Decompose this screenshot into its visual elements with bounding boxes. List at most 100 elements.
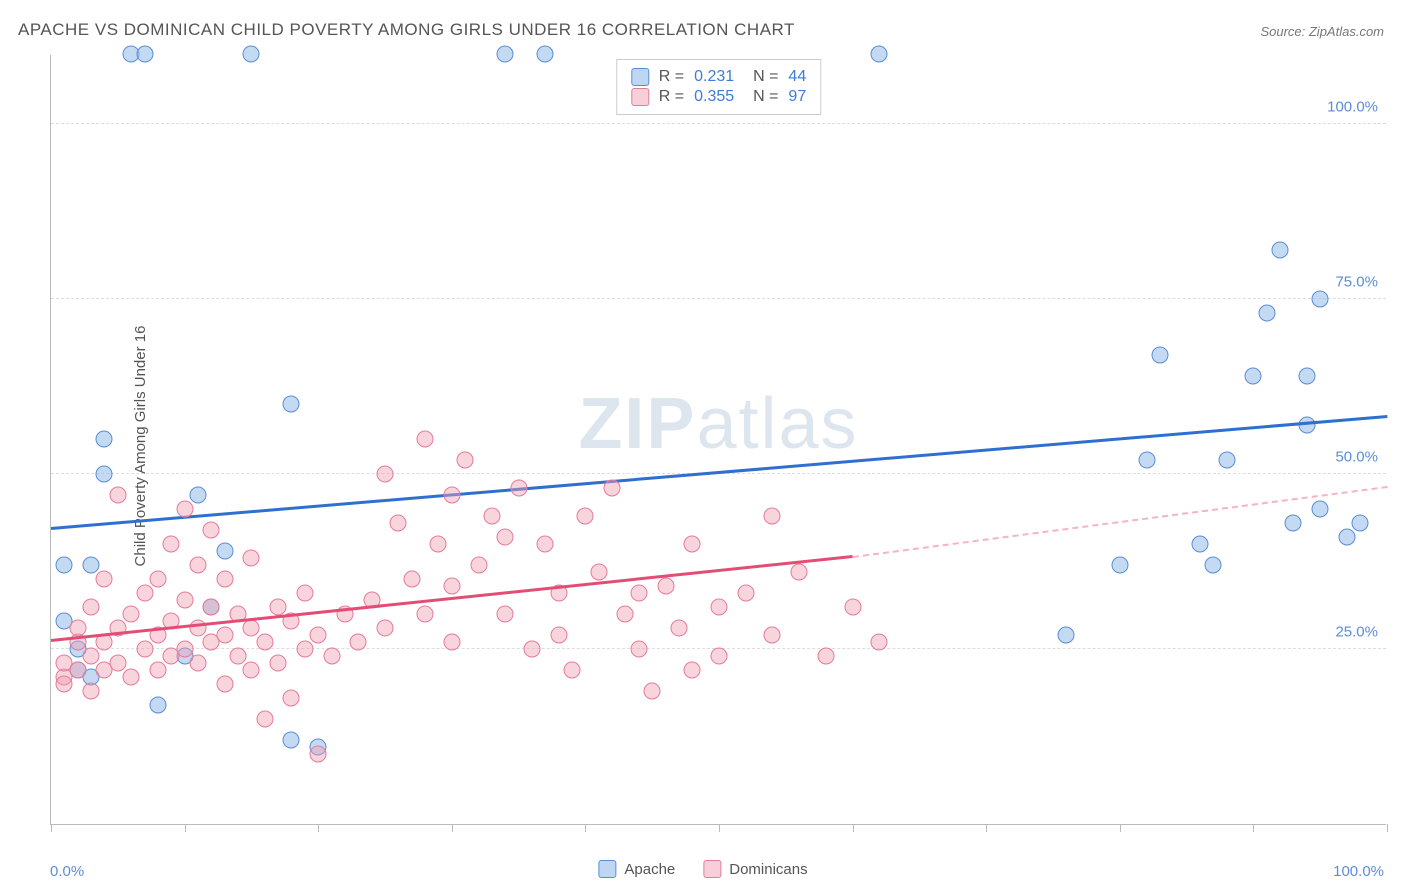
data-point [216, 543, 233, 560]
data-point [83, 557, 100, 574]
data-point [323, 648, 340, 665]
data-point [96, 431, 113, 448]
data-point [1312, 291, 1329, 308]
gridline [51, 298, 1386, 299]
data-point [243, 550, 260, 567]
trend-line [51, 555, 853, 642]
legend-n-value-apache[interactable]: 44 [788, 68, 806, 86]
data-point [711, 599, 728, 616]
x-tick [452, 824, 453, 832]
data-point [189, 487, 206, 504]
series-legend: Apache Dominicans [598, 860, 807, 878]
data-point [270, 599, 287, 616]
data-point [109, 487, 126, 504]
data-point [203, 599, 220, 616]
data-point [243, 46, 260, 63]
data-point [149, 662, 166, 679]
trend-line-extrapolated [852, 486, 1387, 558]
data-point [243, 620, 260, 637]
data-point [871, 634, 888, 651]
data-point [1272, 242, 1289, 259]
correlation-legend: R = 0.231 N = 44 R = 0.355 N = 97 [616, 59, 821, 115]
data-point [443, 634, 460, 651]
legend-label-apache: Apache [624, 861, 675, 878]
data-point [590, 564, 607, 581]
legend-item-apache: Apache [598, 860, 675, 878]
watermark-bold: ZIP [578, 384, 696, 464]
swatch-blue-icon [631, 68, 649, 86]
chart-title: APACHE VS DOMINICAN CHILD POVERTY AMONG … [18, 20, 795, 40]
data-point [1151, 347, 1168, 364]
x-tick [185, 824, 186, 832]
data-point [711, 648, 728, 665]
data-point [216, 571, 233, 588]
legend-row-dominicans: R = 0.355 N = 97 [631, 88, 806, 106]
data-point [1191, 536, 1208, 553]
data-point [109, 655, 126, 672]
data-point [1058, 627, 1075, 644]
y-tick-label: 25.0% [1335, 624, 1378, 641]
data-point [443, 578, 460, 595]
data-point [123, 669, 140, 686]
x-tick [853, 824, 854, 832]
legend-item-dominicans: Dominicans [703, 860, 807, 878]
data-point [403, 571, 420, 588]
data-point [203, 522, 220, 539]
data-point [123, 606, 140, 623]
data-point [163, 536, 180, 553]
data-point [1285, 515, 1302, 532]
data-point [844, 599, 861, 616]
data-point [283, 732, 300, 749]
data-point [176, 501, 193, 518]
x-tick [1387, 824, 1388, 832]
watermark: ZIPatlas [578, 383, 858, 465]
legend-r-label: R = [659, 88, 684, 106]
data-point [1111, 557, 1128, 574]
data-point [256, 711, 273, 728]
y-tick-label: 100.0% [1327, 99, 1378, 116]
data-point [216, 627, 233, 644]
watermark-light: atlas [696, 384, 858, 464]
data-point [817, 648, 834, 665]
y-tick-label: 50.0% [1335, 449, 1378, 466]
data-point [417, 431, 434, 448]
data-point [176, 592, 193, 609]
data-point [56, 676, 73, 693]
data-point [737, 585, 754, 602]
legend-r-value-apache[interactable]: 0.231 [694, 68, 734, 86]
data-point [670, 620, 687, 637]
data-point [310, 746, 327, 763]
data-point [83, 648, 100, 665]
data-point [149, 697, 166, 714]
data-point [497, 46, 514, 63]
swatch-blue-icon [598, 860, 616, 878]
data-point [523, 641, 540, 658]
x-tick [986, 824, 987, 832]
gridline [51, 123, 1386, 124]
data-point [69, 662, 86, 679]
data-point [564, 662, 581, 679]
data-point [1298, 368, 1315, 385]
data-point [470, 557, 487, 574]
data-point [243, 662, 260, 679]
data-point [69, 620, 86, 637]
data-point [350, 634, 367, 651]
legend-r-value-dominicans[interactable]: 0.355 [694, 88, 734, 106]
swatch-pink-icon [631, 88, 649, 106]
x-axis-label-max: 100.0% [1333, 863, 1384, 880]
data-point [1338, 529, 1355, 546]
x-tick [51, 824, 52, 832]
data-point [96, 571, 113, 588]
data-point [764, 508, 781, 525]
data-point [497, 606, 514, 623]
data-point [457, 452, 474, 469]
data-point [550, 627, 567, 644]
data-point [283, 690, 300, 707]
data-point [1205, 557, 1222, 574]
data-point [256, 634, 273, 651]
data-point [176, 641, 193, 658]
legend-n-value-dominicans[interactable]: 97 [788, 88, 806, 106]
data-point [617, 606, 634, 623]
data-point [1258, 305, 1275, 322]
y-tick-label: 75.0% [1335, 274, 1378, 291]
